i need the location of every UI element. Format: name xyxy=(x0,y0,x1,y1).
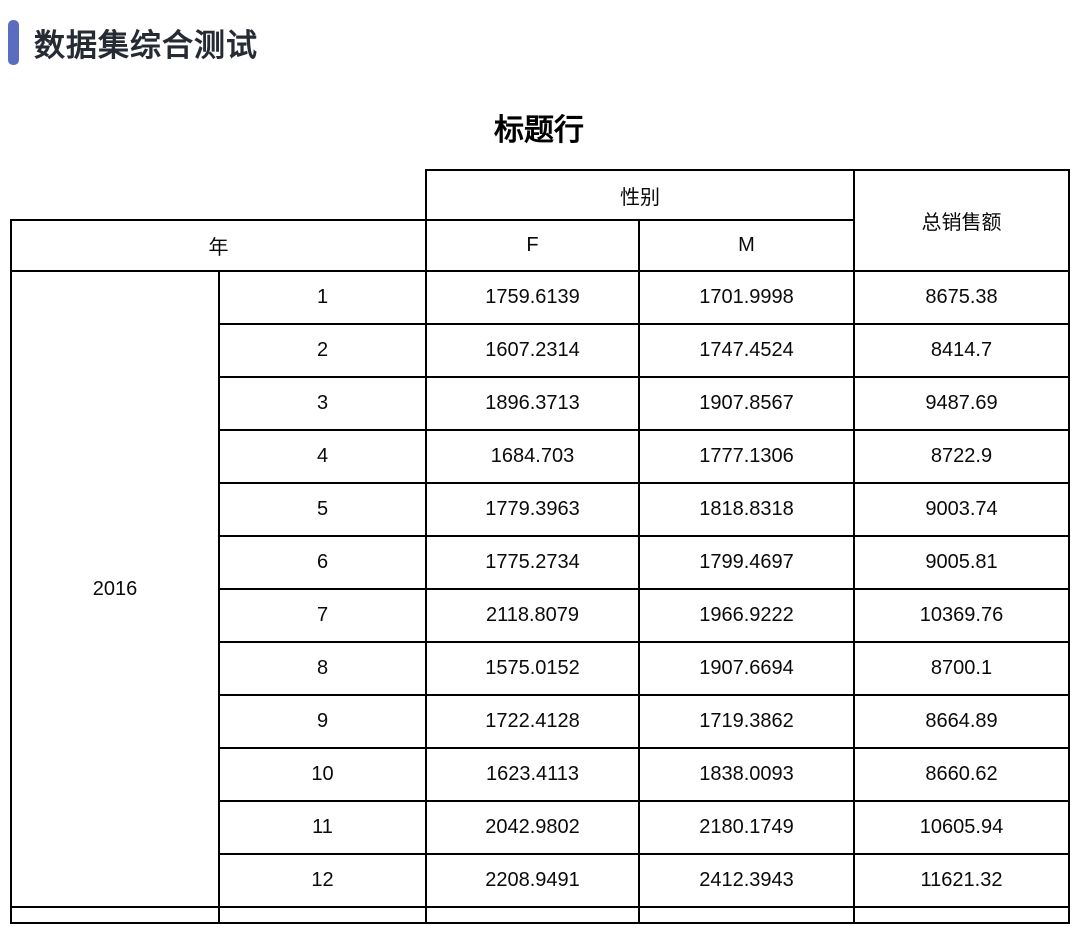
page-title: 数据集综合测试 xyxy=(34,28,258,63)
female-value-cell: 2118.8079 xyxy=(425,588,640,643)
table-title: 标题行 xyxy=(494,114,584,147)
table-row: 9 1722.4128 1719.3862 8664.89 xyxy=(11,694,1070,749)
female-value-cell: 2042.9802 xyxy=(425,800,640,855)
month-cell: 11 xyxy=(218,800,427,855)
male-value-cell: 1747.4524 xyxy=(638,323,855,378)
month-cell: 4 xyxy=(218,429,427,484)
month-cell: 1 xyxy=(218,270,427,325)
female-value-cell: 1623.4113 xyxy=(425,747,640,802)
year-cell xyxy=(10,906,220,924)
female-value-cell: 1575.0152 xyxy=(425,641,640,696)
header-row-1: 性别 总销售额 xyxy=(11,169,1070,272)
total-value-cell: 9487.69 xyxy=(853,376,1070,431)
month-cell: 7 xyxy=(218,588,427,643)
table-row: 11 2042.9802 2180.1749 10605.94 xyxy=(11,800,1070,855)
table-row: 2 1607.2314 1747.4524 8414.7 xyxy=(11,323,1070,378)
total-value-cell: 11621.32 xyxy=(853,853,1070,908)
year-header-cell: 年 xyxy=(10,219,427,272)
month-cell: 2 xyxy=(218,323,427,378)
total-value-cell: 8675.38 xyxy=(853,270,1070,325)
accent-bar xyxy=(8,20,19,65)
total-value-cell: 9005.81 xyxy=(853,535,1070,590)
total-value-cell: 8664.89 xyxy=(853,694,1070,749)
table-row: 4 1684.703 1777.1306 8722.9 xyxy=(11,429,1070,484)
male-value-cell: 1719.3862 xyxy=(638,694,855,749)
table-row: 5 1779.3963 1818.8318 9003.74 xyxy=(11,482,1070,537)
female-value-cell: 1684.703 xyxy=(425,429,640,484)
blank-corner-cell xyxy=(11,170,426,220)
month-cell: 12 xyxy=(218,853,427,908)
table-row: 6 1775.2734 1799.4697 9005.81 xyxy=(11,535,1070,590)
male-value-cell: 1818.8318 xyxy=(638,482,855,537)
male-header-cell: M xyxy=(638,219,855,272)
male-value-cell: 1777.1306 xyxy=(638,429,855,484)
total-value-cell xyxy=(853,906,1070,924)
male-value-cell: 2180.1749 xyxy=(638,800,855,855)
male-value-cell: 1838.0093 xyxy=(638,747,855,802)
total-value-cell: 8660.62 xyxy=(853,747,1070,802)
month-cell xyxy=(218,906,427,924)
month-cell: 5 xyxy=(218,482,427,537)
month-cell: 10 xyxy=(218,747,427,802)
female-value-cell: 1896.3713 xyxy=(425,376,640,431)
male-value-cell: 1966.9222 xyxy=(638,588,855,643)
female-value-cell: 1607.2314 xyxy=(425,323,640,378)
male-value-cell: 1907.6694 xyxy=(638,641,855,696)
total-value-cell: 8414.7 xyxy=(853,323,1070,378)
female-value-cell: 1722.4128 xyxy=(425,694,640,749)
total-value-cell: 9003.74 xyxy=(853,482,1070,537)
male-value-cell: 1701.9998 xyxy=(638,270,855,325)
male-value-cell: 1907.8567 xyxy=(638,376,855,431)
table-row-partial xyxy=(10,906,1070,924)
page-header: 数据集综合测试 xyxy=(8,20,1076,65)
month-cell: 9 xyxy=(218,694,427,749)
total-value-cell: 8700.1 xyxy=(853,641,1070,696)
male-value-cell: 1799.4697 xyxy=(638,535,855,590)
total-value-cell: 10605.94 xyxy=(853,800,1070,855)
table-row: 8 1575.0152 1907.6694 8700.1 xyxy=(11,641,1070,696)
month-cell: 8 xyxy=(218,641,427,696)
female-header-cell: F xyxy=(425,219,640,272)
month-cell: 3 xyxy=(218,376,427,431)
table-row: 3 1896.3713 1907.8567 9487.69 xyxy=(11,376,1070,431)
year-cell: 2016 xyxy=(10,270,220,908)
total-value-cell: 8722.9 xyxy=(853,429,1070,484)
total-sales-header-cell: 总销售额 xyxy=(853,169,1070,272)
table-row: 12 2208.9491 2412.3943 11621.32 xyxy=(11,853,1070,908)
gender-header-cell: 性别 xyxy=(425,169,855,221)
female-value-cell: 2208.9491 xyxy=(425,853,640,908)
pivot-table: 性别 总销售额 年 F M 2016 1 1759.6139 1701.9998… xyxy=(10,169,1070,924)
total-value-cell: 10369.76 xyxy=(853,588,1070,643)
female-value-cell: 1759.6139 xyxy=(425,270,640,325)
header-row-2: 年 F M xyxy=(10,219,1069,272)
table-row: 10 1623.4113 1838.0093 8660.62 xyxy=(11,747,1070,802)
month-cell: 6 xyxy=(218,535,427,590)
female-value-cell: 1779.3963 xyxy=(425,482,640,537)
male-value-cell xyxy=(638,906,855,924)
female-value-cell xyxy=(425,906,640,924)
table-row: 7 2118.8079 1966.9222 10369.76 xyxy=(11,588,1070,643)
male-value-cell: 2412.3943 xyxy=(638,853,855,908)
female-value-cell: 1775.2734 xyxy=(425,535,640,590)
table-row: 2016 1 1759.6139 1701.9998 8675.38 xyxy=(10,270,1070,908)
